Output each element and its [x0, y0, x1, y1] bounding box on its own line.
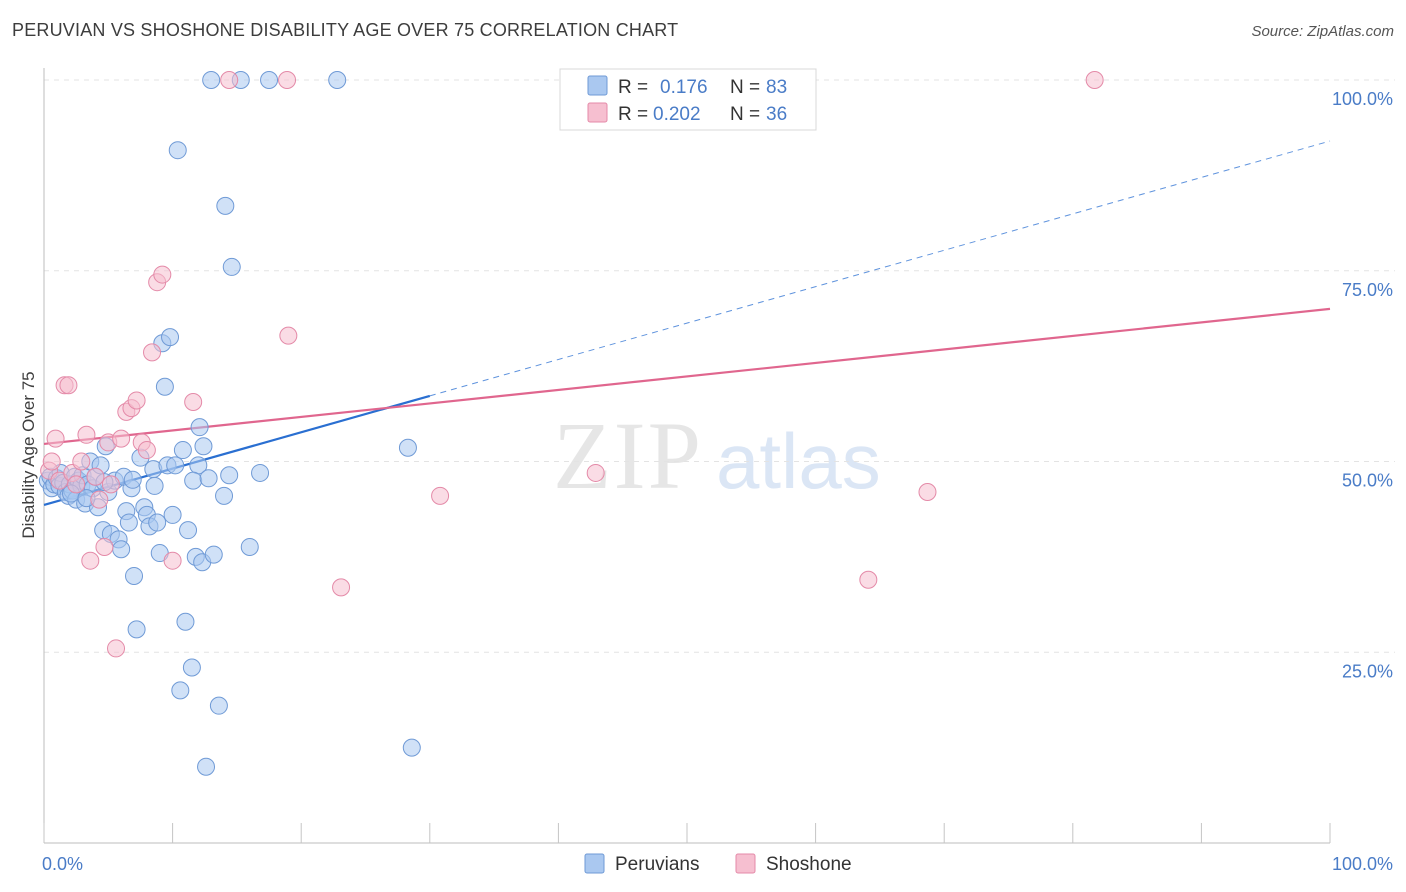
legend-n-label-2: N =: [730, 104, 760, 125]
shoshone-point-11: [81, 551, 100, 570]
x-tick-label-end: 100.0%: [1332, 854, 1393, 874]
peruvian-point-67: [194, 437, 213, 456]
legend-n-label-1: N =: [730, 77, 760, 98]
shoshone-point-23: [137, 441, 156, 460]
legend-n-value-1: 83: [766, 77, 787, 98]
shoshone-point-18: [112, 429, 131, 448]
bottom-legend-swatch-shoshone: [735, 853, 756, 874]
legend-swatch-peruvians: [587, 75, 608, 96]
peruvian-point-55: [179, 521, 198, 540]
y-tick-label-3: 75.0%: [1342, 280, 1393, 300]
legend-box: R = 0.176 N = 83 R = 0.202 N = 36: [559, 68, 817, 131]
peruvian-point-52: [171, 681, 190, 700]
shoshone-point-31: [279, 326, 298, 345]
axes: [43, 68, 1331, 844]
peruvian-trend-extension: [429, 140, 1331, 397]
peruvian-point-76: [328, 71, 347, 89]
peruvian-point-56: [182, 658, 201, 677]
legend-r-label-2: R =: [618, 104, 648, 125]
legend-r-label-1: R =: [618, 77, 648, 98]
legend-n-value-2: 36: [766, 104, 787, 125]
tick-labels: 25.0% 50.0% 75.0% 100.0% 0.0% 100.0%: [42, 89, 1393, 874]
y-tick-label-4: 100.0%: [1332, 89, 1393, 109]
peruvian-point-49: [163, 505, 182, 524]
peruvian-point-46: [155, 377, 174, 396]
peruvian-point-31: [112, 540, 131, 559]
y-tick-label-2: 50.0%: [1342, 471, 1393, 491]
y-axis-title: Disability Age Over 75: [19, 371, 38, 538]
shoshone-point-21: [127, 391, 146, 410]
peruvian-point-75: [260, 71, 279, 89]
shoshone-point-9: [72, 452, 91, 471]
bottom-legend-peruvians: Peruvians: [615, 854, 700, 875]
peruvian-point-78: [402, 738, 421, 757]
bottom-legend: Peruvians Shoshone: [584, 853, 852, 875]
peruvian-point-70: [209, 696, 228, 715]
peruvian-point-82: [123, 470, 142, 489]
legend-r-value-1: 0.176: [660, 77, 708, 98]
shoshone-point-3: [46, 429, 65, 448]
chart-title: PERUVIAN VS SHOSHONE DISABILITY AGE OVER…: [12, 20, 679, 40]
peruvian-point-77: [398, 438, 417, 457]
shoshone-point-17: [107, 639, 126, 658]
peruvian-point-60: [197, 757, 216, 776]
shoshone-trend-line: [43, 307, 1331, 446]
shoshone-point-14: [95, 537, 114, 556]
bottom-legend-shoshone: Shoshone: [766, 854, 852, 875]
shoshone-point-33: [431, 486, 450, 505]
shoshone-point-34: [586, 463, 605, 482]
peruvian-point-73: [240, 537, 259, 556]
shoshone-point-13: [90, 490, 109, 509]
peruvian-point-66: [190, 418, 209, 437]
peruvian-point-51: [168, 141, 187, 160]
peruvian-point-34: [119, 513, 138, 532]
watermark-zip: ZIP: [553, 402, 703, 509]
shoshone-point-35: [859, 570, 878, 589]
legend-r-value-2: 0.202: [653, 104, 701, 125]
bottom-legend-swatch-peruvians: [584, 853, 605, 874]
shoshone-point-32: [332, 578, 351, 597]
peruvian-point-61: [202, 71, 221, 89]
peruvian-point-64: [222, 257, 241, 276]
peruvian-point-53: [173, 441, 192, 460]
shoshone-point-2: [42, 452, 61, 471]
chart-source: Source: ZipAtlas.com: [1251, 23, 1394, 40]
grid-lines: [44, 79, 1395, 653]
shoshone-point-27: [163, 551, 182, 570]
peruvian-point-69: [204, 545, 223, 564]
data-points: [38, 71, 1104, 776]
peruvian-point-48: [161, 328, 180, 347]
peruvian-point-63: [216, 196, 235, 215]
shoshone-point-24: [143, 343, 162, 362]
shoshone-point-10: [77, 425, 96, 444]
shoshone-point-29: [220, 71, 239, 89]
shoshone-point-6: [59, 376, 78, 395]
peruvian-point-54: [176, 612, 195, 631]
peruvian-point-36: [125, 566, 144, 585]
shoshone-point-36: [918, 483, 937, 502]
legend-swatch-shoshone: [587, 102, 608, 123]
peruvian-point-65: [184, 471, 203, 490]
peruvian-point-37: [127, 620, 146, 639]
shoshone-point-37: [1085, 71, 1104, 89]
shoshone-point-16: [101, 475, 120, 494]
shoshone-point-30: [278, 71, 297, 89]
peruvian-point-72: [220, 466, 239, 485]
shoshone-point-26: [153, 265, 172, 284]
y-tick-label-1: 25.0%: [1342, 661, 1393, 681]
peruvian-point-50: [166, 456, 185, 475]
peruvian-point-83: [145, 476, 164, 495]
shoshone-point-28: [184, 392, 203, 411]
peruvian-point-71: [215, 486, 234, 505]
peruvian-point-68: [199, 469, 218, 488]
peruvian-point-43: [148, 513, 167, 532]
peruvian-point-74: [251, 463, 270, 482]
x-tick-label-start: 0.0%: [42, 854, 83, 874]
shoshone-point-8: [67, 475, 86, 494]
shoshone-point-12: [86, 467, 105, 486]
